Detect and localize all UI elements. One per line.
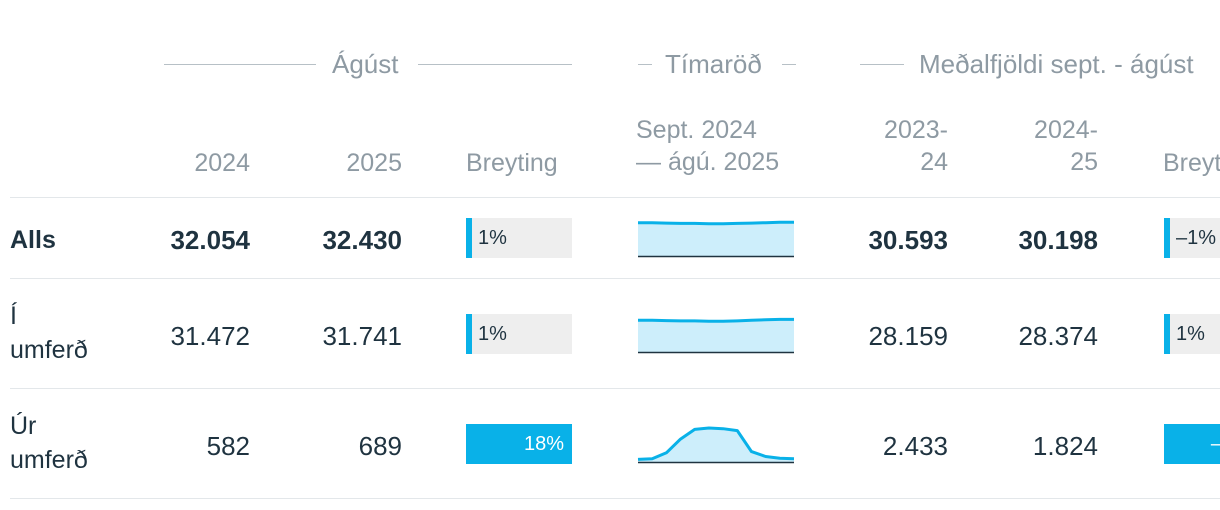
column-header-period-2023-24: 2023- 24 (884, 116, 948, 176)
value-2025: 31.741 (322, 321, 402, 351)
change-bar-label: 1% (1176, 323, 1205, 345)
group-rule-left (164, 64, 316, 65)
change-bar-fill (466, 314, 472, 354)
change-bar-label: –25% (1211, 424, 1220, 464)
timeseries-rule-right (782, 64, 796, 65)
change-bar: 1% (466, 218, 572, 258)
change-bar-average: 1% (1164, 314, 1220, 354)
average-rule-left (860, 64, 904, 65)
column-header-change: Breyting (466, 149, 558, 177)
change-bar-fill (1164, 424, 1220, 464)
row-label: Í umferð (10, 302, 88, 364)
column-header-period-2024-25: 2024- 25 (1034, 116, 1098, 176)
timeseries-rule-left (638, 64, 652, 65)
group-header-month: Ágúst (332, 49, 399, 79)
average-2023-24: 30.593 (868, 225, 948, 255)
column-header-2025: 2025 (346, 149, 402, 177)
sparkline-area (638, 319, 794, 352)
row-label: Úr umferð (10, 412, 88, 474)
sparkline-area (638, 222, 794, 256)
value-2025: 689 (358, 431, 402, 461)
value-2024: 32.054 (170, 225, 250, 255)
row-divider (10, 278, 1220, 279)
column-header-2024: 2024 (194, 149, 250, 177)
change-bar-fill (1164, 314, 1170, 354)
group-rule-right (418, 64, 572, 65)
average-2024-25: 28.374 (1018, 321, 1098, 351)
group-header-timeseries: Tímaröð (665, 49, 762, 79)
average-2024-25: 1.824 (1032, 431, 1098, 461)
value-2024: 582 (206, 431, 250, 461)
average-2023-24: 2.433 (882, 431, 948, 461)
column-header-change-average: Breyting (1163, 149, 1220, 177)
sparkline-chart (638, 220, 794, 258)
sparkline-line (638, 220, 794, 226)
column-header-sparkline: Sept. 2024 — ágú. 2025 (636, 116, 780, 176)
change-bar-label: 1% (478, 227, 507, 249)
change-bar: 1% (466, 314, 572, 354)
change-bar-fill (466, 424, 572, 464)
value-2024: 31.472 (170, 321, 250, 351)
header-divider (10, 197, 1220, 198)
row-divider (10, 498, 1220, 499)
sparkline-line (638, 317, 794, 323)
change-bar-average: –25% (1164, 424, 1220, 464)
sparkline-line (637, 426, 795, 461)
row-label: Alls (10, 226, 56, 254)
change-bar-fill (1164, 218, 1170, 258)
change-bar: 18% (466, 424, 572, 464)
average-2024-25: 30.198 (1018, 225, 1098, 255)
row-divider (10, 388, 1220, 389)
change-bar-label: 18% (523, 433, 564, 455)
change-bar-label: –1% (1176, 227, 1217, 249)
change-bar-fill (466, 218, 472, 258)
average-2023-24: 28.159 (868, 321, 948, 351)
sparkline-chart (637, 426, 795, 464)
value-2025: 32.430 (322, 225, 402, 255)
sparkline-chart (638, 317, 794, 354)
change-bar-average: –1% (1164, 218, 1220, 258)
group-header-average: Meðalfjöldi sept. - ágúst (919, 49, 1194, 79)
change-bar-label: 1% (478, 323, 507, 345)
